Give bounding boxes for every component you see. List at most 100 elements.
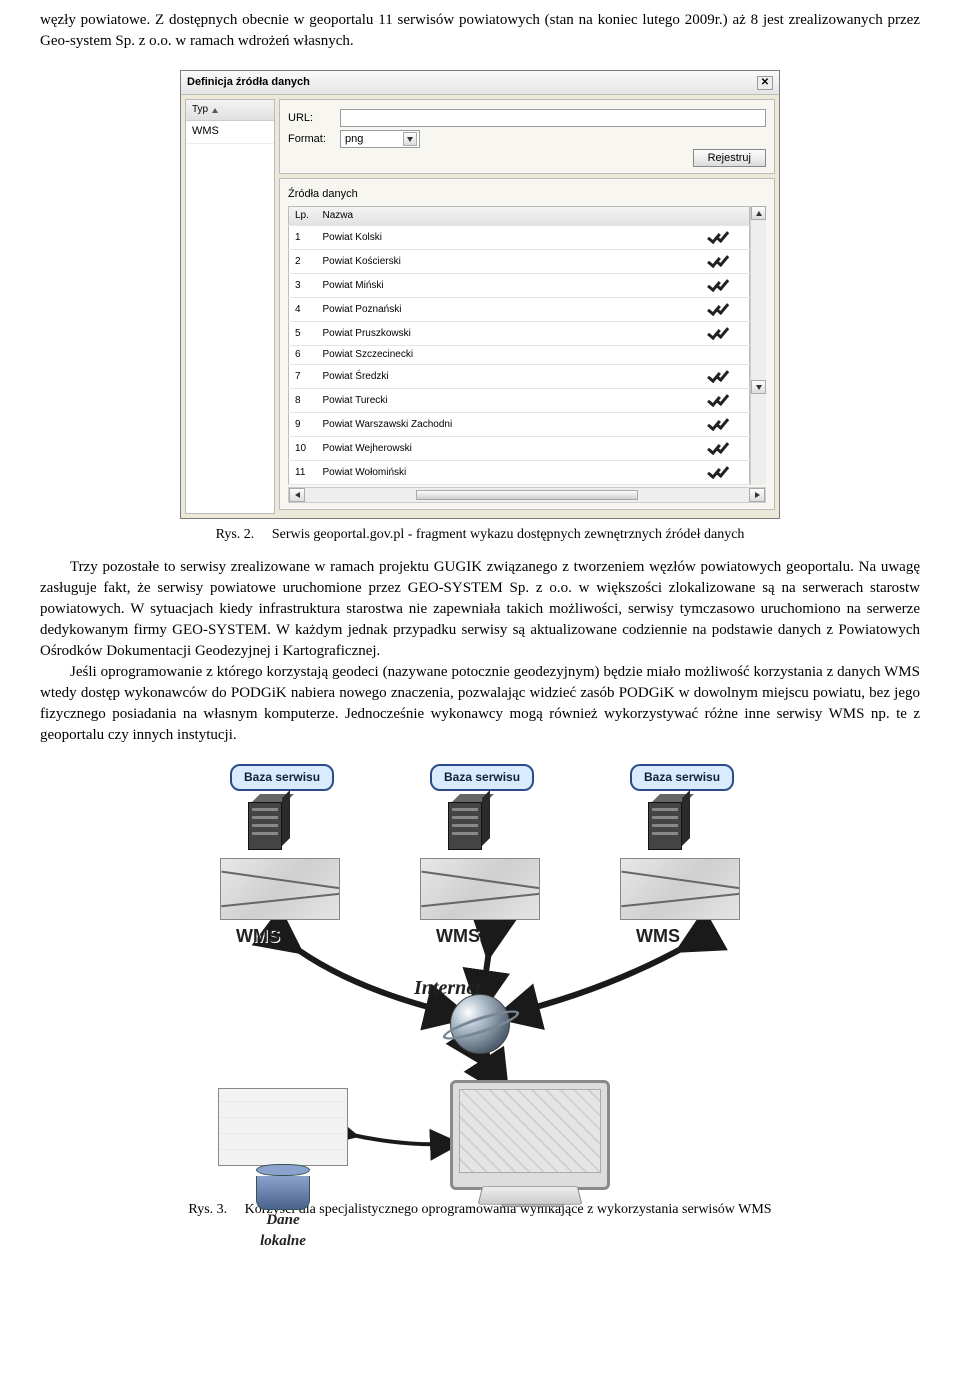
- scroll-down-icon[interactable]: [751, 380, 766, 394]
- sources-panel: Źródła danych Lp. Nazwa 1 Powiat Kolski: [279, 178, 775, 510]
- table-row[interactable]: 7 Powiat Średzki: [289, 365, 750, 389]
- table-row[interactable]: 6 Powiat Szczecinecki: [289, 346, 750, 365]
- wms-label: WMS: [636, 924, 680, 949]
- cell-lp: 2: [289, 250, 317, 274]
- database-icon: [256, 1164, 310, 1210]
- sources-table: Lp. Nazwa 1 Powiat Kolski 2 Powiat Kości…: [288, 206, 750, 485]
- baza-banner: Baza serwisu: [430, 764, 534, 791]
- scroll-up-icon[interactable]: [751, 206, 766, 220]
- check-icon: [708, 415, 730, 429]
- dialog-title: Definicja źródła danych: [187, 75, 310, 90]
- check-icon: [708, 463, 730, 477]
- cell-name: Powiat Wejherowski: [317, 437, 702, 461]
- url-input[interactable]: [340, 109, 766, 127]
- col-lp[interactable]: Lp.: [289, 207, 317, 226]
- cell-lp: 1: [289, 226, 317, 250]
- table-row[interactable]: 8 Powiat Turecki: [289, 389, 750, 413]
- cell-name: Powiat Warszawski Zachodni: [317, 413, 702, 437]
- figure-3: Baza serwisu WMSBaza serwisu WMSBaza ser…: [40, 764, 920, 1220]
- table-row[interactable]: 3 Powiat Miński: [289, 274, 750, 298]
- wms-label: WMS: [236, 924, 280, 949]
- fig2-label: Rys. 2.: [216, 527, 255, 542]
- check-icon: [708, 391, 730, 405]
- col-name[interactable]: Nazwa: [317, 207, 702, 226]
- check-icon: [708, 252, 730, 266]
- cell-lp: 6: [289, 346, 317, 365]
- check-icon: [708, 228, 730, 242]
- paragraph-2: Trzy pozostałe to serwisy zrealizowane w…: [40, 557, 920, 662]
- type-row[interactable]: WMS: [186, 121, 274, 143]
- cell-check: [702, 461, 750, 485]
- table-row[interactable]: 11 Powiat Wołomiński: [289, 461, 750, 485]
- database-label: Dane lokalne: [248, 1210, 318, 1252]
- cell-check: [702, 298, 750, 322]
- table-row[interactable]: 10 Powiat Wejherowski: [289, 437, 750, 461]
- cell-check: [702, 322, 750, 346]
- col-check[interactable]: [702, 207, 750, 226]
- check-icon: [708, 439, 730, 453]
- cell-lp: 4: [289, 298, 317, 322]
- cell-name: Powiat Miński: [317, 274, 702, 298]
- url-panel: URL: Format: png Rejestruj: [279, 99, 775, 173]
- monitor-icon: [450, 1080, 610, 1190]
- figure-2: Definicja źródła danych ✕ Typ WMS URL:: [40, 70, 920, 545]
- cell-name: Powiat Wołomiński: [317, 461, 702, 485]
- map-thumbnail: [220, 858, 340, 920]
- server-icon: [448, 794, 490, 850]
- check-icon: [708, 300, 730, 314]
- table-row[interactable]: 1 Powiat Kolski: [289, 226, 750, 250]
- local-map-icon: [218, 1088, 348, 1166]
- server-icon: [248, 794, 290, 850]
- cell-lp: 11: [289, 461, 317, 485]
- url-label: URL:: [288, 111, 334, 126]
- cell-check: [702, 389, 750, 413]
- map-thumbnail: [420, 858, 540, 920]
- type-panel: Typ WMS: [185, 99, 275, 514]
- cell-name: Powiat Kolski: [317, 226, 702, 250]
- cell-check: [702, 413, 750, 437]
- paragraph-1: węzły powiatowe. Z dostępnych obecnie w …: [40, 10, 920, 52]
- cell-lp: 3: [289, 274, 317, 298]
- cell-name: Powiat Poznański: [317, 298, 702, 322]
- cell-name: Powiat Szczecinecki: [317, 346, 702, 365]
- baza-banner: Baza serwisu: [230, 764, 334, 791]
- cell-check: [702, 365, 750, 389]
- scroll-left-icon[interactable]: [289, 488, 305, 502]
- vertical-scrollbar[interactable]: [750, 206, 766, 485]
- type-header-label: Typ: [192, 103, 208, 117]
- globe-icon: [450, 994, 510, 1054]
- cell-name: Powiat Średzki: [317, 365, 702, 389]
- register-button[interactable]: Rejestruj: [693, 149, 766, 167]
- cell-lp: 10: [289, 437, 317, 461]
- sources-title: Źródła danych: [288, 187, 766, 202]
- cell-name: Powiat Turecki: [317, 389, 702, 413]
- format-value: png: [345, 132, 363, 147]
- cell-check: [702, 346, 750, 365]
- cell-check: [702, 274, 750, 298]
- format-label: Format:: [288, 132, 334, 147]
- paragraph-3: Jeśli oprogramowanie z którego korzystaj…: [40, 662, 920, 746]
- scroll-thumb[interactable]: [416, 490, 638, 500]
- wms-label: WMS: [436, 924, 480, 949]
- horizontal-scrollbar[interactable]: [288, 487, 766, 503]
- cell-check: [702, 437, 750, 461]
- chevron-down-icon: [403, 132, 417, 146]
- check-icon: [708, 324, 730, 338]
- table-row[interactable]: 5 Powiat Pruszkowski: [289, 322, 750, 346]
- scroll-right-icon[interactable]: [749, 488, 765, 502]
- table-row[interactable]: 2 Powiat Kościerski: [289, 250, 750, 274]
- type-header[interactable]: Typ: [186, 100, 274, 121]
- cell-lp: 9: [289, 413, 317, 437]
- cell-check: [702, 250, 750, 274]
- cell-lp: 5: [289, 322, 317, 346]
- check-icon: [708, 276, 730, 290]
- format-select[interactable]: png: [340, 130, 420, 148]
- cell-lp: 8: [289, 389, 317, 413]
- close-icon[interactable]: ✕: [757, 76, 773, 90]
- table-row[interactable]: 4 Powiat Poznański: [289, 298, 750, 322]
- server-icon: [648, 794, 690, 850]
- table-row[interactable]: 9 Powiat Warszawski Zachodni: [289, 413, 750, 437]
- keyboard-icon: [478, 1186, 583, 1204]
- check-icon: [708, 367, 730, 381]
- cell-name: Powiat Kościerski: [317, 250, 702, 274]
